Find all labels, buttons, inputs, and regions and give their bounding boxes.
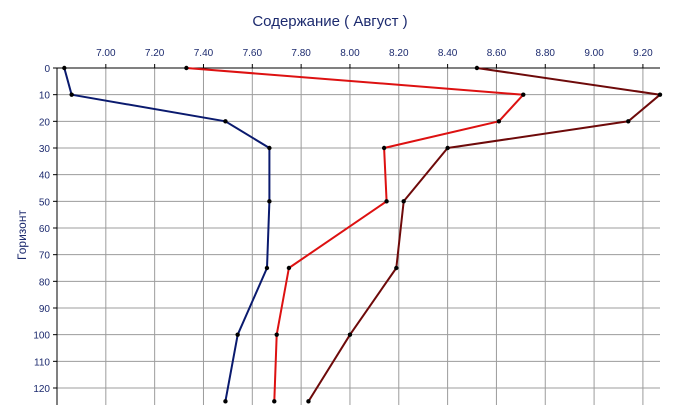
grid — [57, 67, 660, 405]
y-tick-label: 30 — [39, 144, 51, 155]
x-tick-label: 8.20 — [389, 48, 409, 59]
x-tick-label: 9.00 — [584, 48, 604, 59]
x-tick-label: 7.40 — [194, 48, 214, 59]
data-point — [496, 119, 502, 124]
data-point — [401, 199, 406, 204]
y-tick-label: 70 — [39, 251, 51, 262]
y-tick-label: 60 — [39, 224, 51, 235]
data-point — [264, 265, 270, 271]
data-point — [223, 119, 228, 124]
series-line — [307, 67, 661, 402]
x-tick-label: 7.60 — [243, 48, 263, 59]
data-point — [223, 399, 228, 404]
data-point — [474, 65, 480, 71]
data-point — [184, 65, 189, 71]
data-point — [274, 332, 279, 337]
data-point — [445, 145, 450, 151]
data-point — [657, 92, 663, 97]
data-point — [272, 399, 277, 404]
x-tick-label: 7.80 — [291, 48, 311, 59]
data-point — [394, 265, 399, 271]
y-tick-label: 110 — [34, 357, 50, 368]
y-tick-label: 120 — [33, 384, 50, 395]
y-tick-label: 50 — [39, 197, 51, 208]
data-point — [521, 92, 526, 97]
data-point — [347, 332, 353, 337]
y-tick-label: 0 — [44, 64, 50, 75]
data-point — [267, 199, 272, 204]
data-point — [626, 119, 631, 124]
x-tick-label: 8.00 — [340, 48, 360, 59]
data-point — [384, 199, 389, 204]
data-point — [267, 145, 272, 151]
series-line — [63, 67, 271, 402]
y-tick-label: 80 — [39, 277, 51, 288]
series-layer — [62, 65, 663, 404]
series-1 — [62, 65, 272, 404]
y-tick-label: 40 — [39, 171, 51, 182]
x-tick-label: 8.60 — [487, 48, 507, 59]
data-point — [381, 145, 387, 151]
data-point — [235, 332, 240, 337]
x-tick-label: 7.00 — [96, 48, 116, 59]
data-point — [69, 92, 74, 97]
x-tick-label: 9.20 — [633, 48, 653, 59]
y-tick-label: 10 — [39, 91, 51, 102]
axes: 7.00 7.20 7.40 7.60 7.80 8.00 8.20 8.40 8.60 8.80… — [33, 48, 660, 405]
y-tick-label: 100 — [33, 331, 50, 342]
x-tick-label: 8.80 — [536, 48, 556, 59]
data-point — [286, 265, 292, 271]
series-line — [186, 67, 525, 402]
y-tick-label: 20 — [39, 117, 51, 128]
data-point — [306, 399, 311, 404]
x-tick-label: 7.20 — [145, 48, 165, 59]
y-tick-label: 90 — [39, 304, 51, 315]
series-3 — [306, 65, 663, 404]
series-2 — [184, 65, 526, 404]
x-tick-label: 8.40 — [438, 48, 458, 59]
chart-title: Содержание ( Август ) — [252, 13, 407, 30]
y-axis-label: Горизонт — [15, 210, 29, 260]
data-point — [62, 65, 67, 71]
